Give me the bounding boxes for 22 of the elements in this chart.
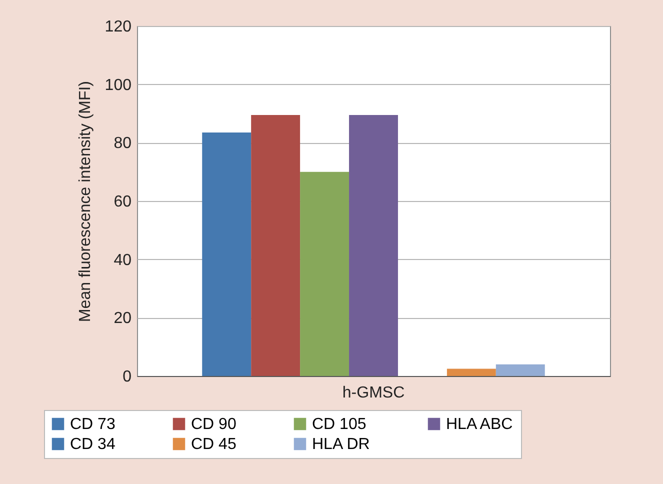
legend-label: CD 90 <box>191 416 236 433</box>
y-tick-label: 60 <box>114 194 132 210</box>
y-axis-title: Mean fluorescence intensity (MFI) <box>76 81 94 322</box>
legend-label: CD 34 <box>70 436 116 453</box>
y-tick-label: 80 <box>114 135 132 152</box>
legend-label: CD 105 <box>312 416 366 433</box>
bar <box>349 114 398 376</box>
y-tick-label: 20 <box>114 310 132 328</box>
y-tick-label: 100 <box>104 76 132 94</box>
bar <box>300 172 350 376</box>
legend-label: HLA DR <box>312 436 370 453</box>
y-tick-label: 40 <box>114 252 132 269</box>
bar <box>496 364 545 376</box>
x-tick-label: h-GMSC <box>342 384 405 402</box>
legend-label: CD 45 <box>191 436 236 453</box>
y-tick-label: 120 <box>104 18 132 36</box>
legend-label: HLA ABC <box>446 416 513 433</box>
legend-label: CD 73 <box>70 416 116 433</box>
bar <box>251 114 300 376</box>
bar <box>446 368 496 376</box>
y-tick-label: 0 <box>122 368 132 386</box>
bar <box>202 132 252 376</box>
